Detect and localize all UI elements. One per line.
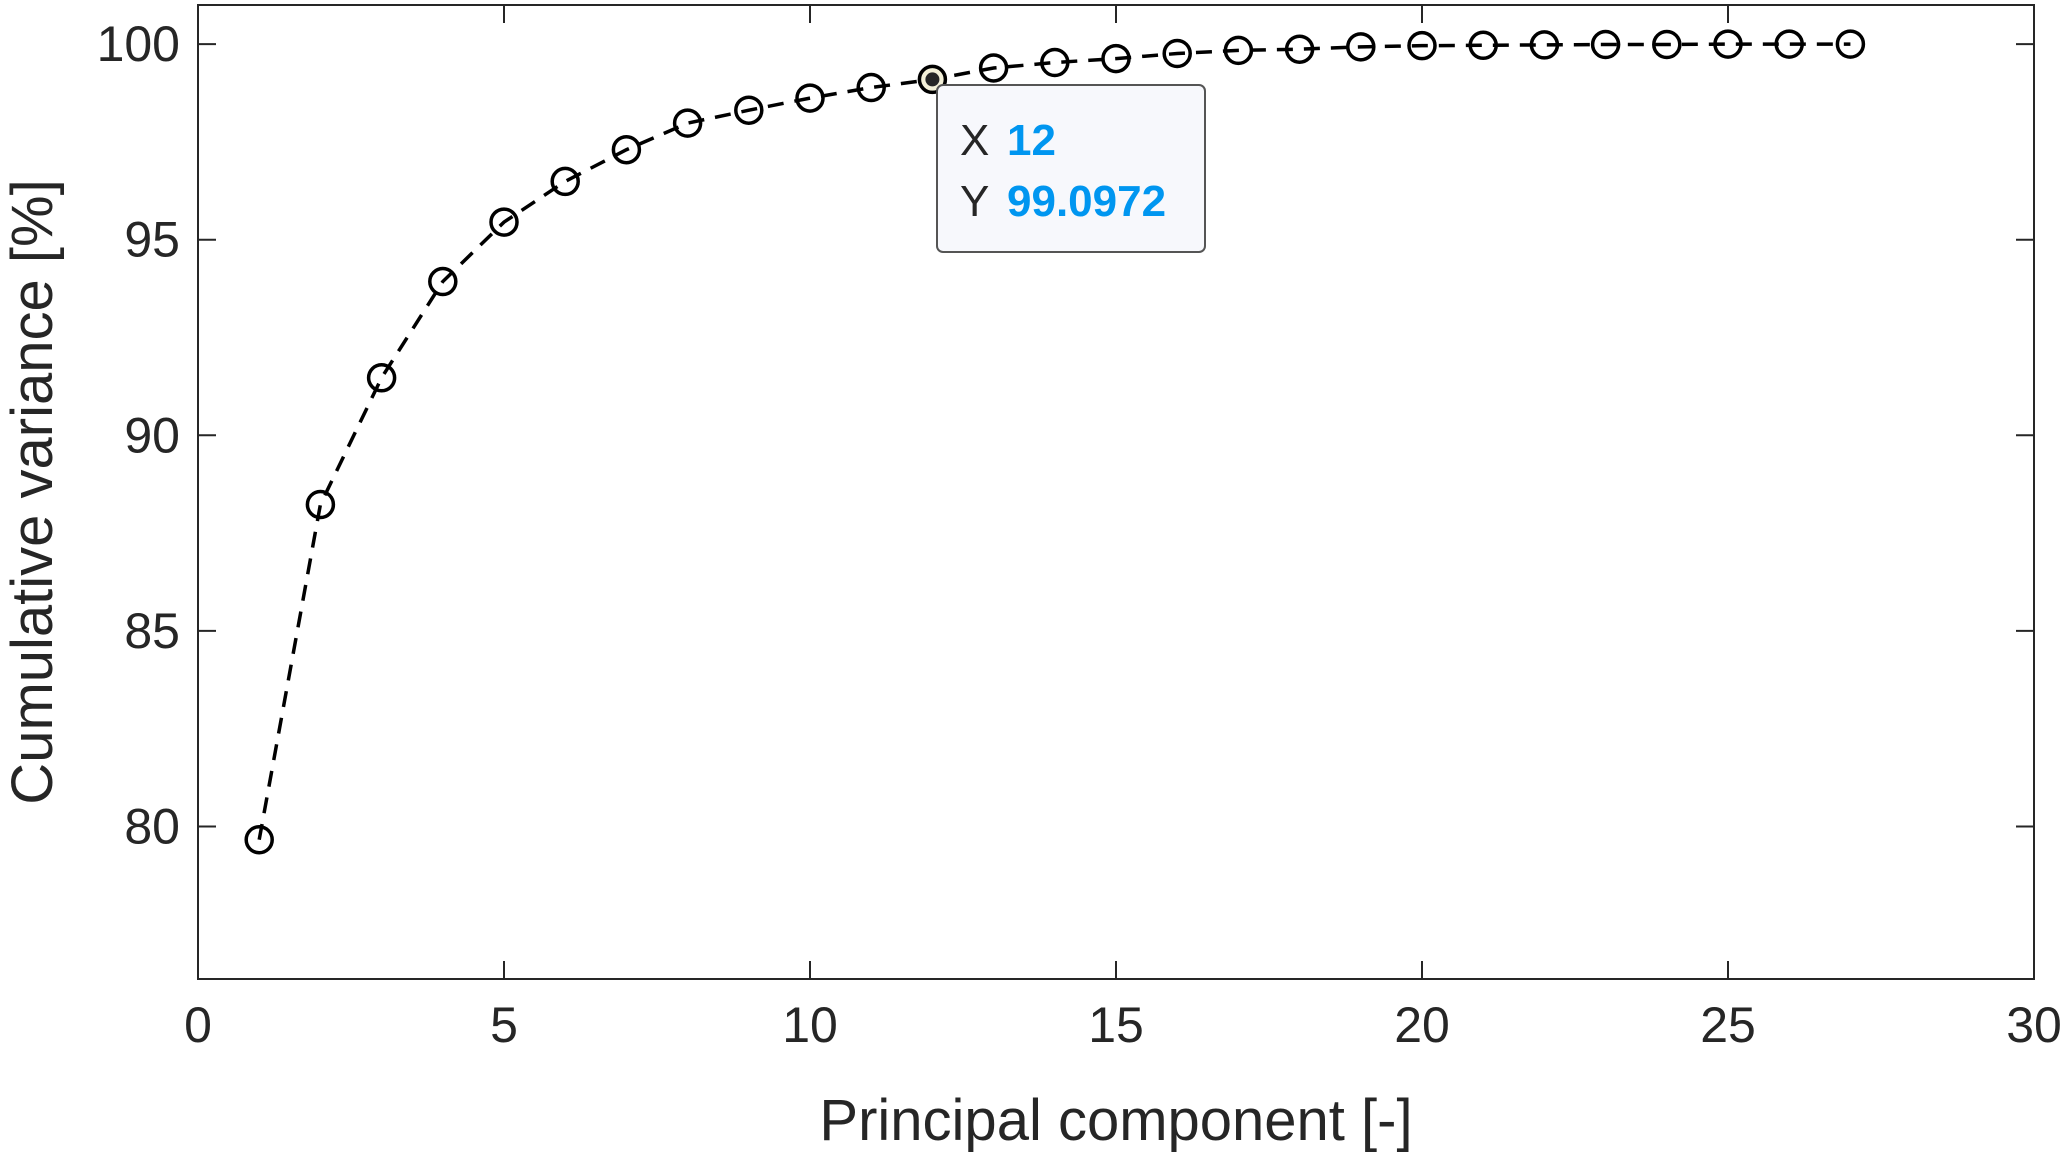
data-point[interactable]: [1529, 30, 1560, 60]
datatip-box: [936, 84, 1206, 253]
data-point[interactable]: [856, 72, 886, 103]
datatip[interactable]: X 12 Y 99.0972: [936, 84, 1206, 253]
x-tick-label: 25: [1700, 997, 1756, 1053]
datatip-x-label: X: [960, 116, 989, 165]
data-point[interactable]: [611, 134, 642, 165]
data-point[interactable]: [1835, 29, 1866, 59]
x-tick-label: 30: [2006, 997, 2062, 1053]
datatip-y-value: 99.0972: [1007, 177, 1166, 226]
y-tick-label: 90: [124, 407, 180, 463]
x-axis-label: Principal component [-]: [819, 1088, 1412, 1153]
data-point[interactable]: [1652, 29, 1682, 60]
series-line: [257, 42, 1851, 841]
y-axis-label: Cumulative variance [%]: [0, 179, 65, 804]
data-point[interactable]: [734, 95, 764, 125]
data-point[interactable]: [1346, 32, 1376, 62]
y-tick-label: 80: [124, 798, 180, 854]
x-tick-label: 15: [1088, 997, 1144, 1053]
x-tick-label: 10: [782, 997, 838, 1053]
x-tick-label: 5: [490, 997, 518, 1053]
x-tick-label: 20: [1394, 997, 1450, 1053]
data-point[interactable]: [550, 166, 580, 197]
data-point[interactable]: [978, 53, 1009, 83]
y-tick-label: 85: [124, 603, 180, 659]
datatip-y-label: Y: [960, 177, 989, 226]
data-point[interactable]: [305, 489, 336, 520]
data-point[interactable]: [795, 83, 825, 113]
data-point[interactable]: [1284, 34, 1315, 64]
data-point[interactable]: [489, 207, 519, 237]
data-point[interactable]: [1223, 35, 1254, 66]
data-point[interactable]: [672, 108, 703, 138]
data-point[interactable]: [1468, 30, 1498, 61]
data-point[interactable]: [1101, 43, 1131, 74]
y-tick-label: 100: [97, 16, 180, 72]
data-point[interactable]: [428, 266, 458, 297]
data-point[interactable]: [1407, 30, 1437, 61]
data-point[interactable]: [244, 824, 274, 855]
data-point[interactable]: [1162, 38, 1192, 69]
x-tick-label: 0: [184, 997, 212, 1053]
data-point[interactable]: [366, 363, 397, 393]
data-point[interactable]: [1713, 29, 1743, 59]
datatip-x-value: 12: [1007, 116, 1056, 165]
data-point[interactable]: [1590, 29, 1621, 60]
datatip-marker: [925, 72, 940, 87]
data-point[interactable]: [1040, 47, 1070, 78]
y-tick-label: 95: [124, 212, 180, 268]
data-point[interactable]: [1774, 29, 1804, 59]
